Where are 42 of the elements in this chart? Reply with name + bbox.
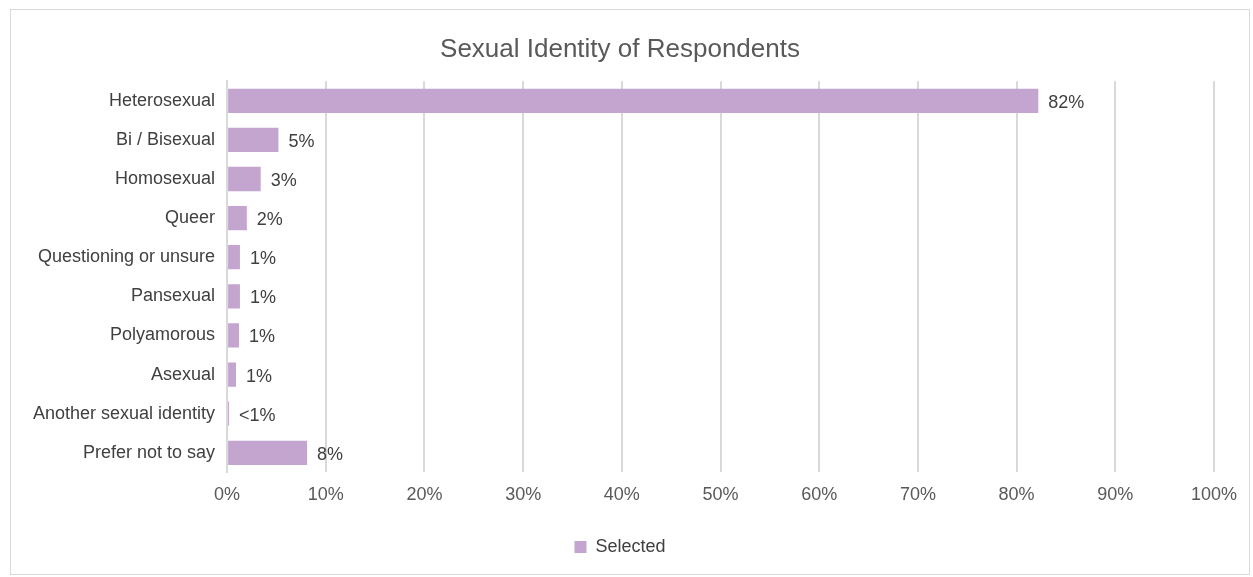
bar xyxy=(228,362,236,387)
data-label: 5% xyxy=(288,130,315,151)
x-tick-label: 0% xyxy=(214,484,241,505)
data-label: 1% xyxy=(245,365,273,386)
bar xyxy=(228,323,239,348)
x-tick-label: 100% xyxy=(1190,484,1237,505)
x-tick-label: 10% xyxy=(307,484,344,505)
y-tick-label: Asexual xyxy=(151,363,216,384)
data-label: 1% xyxy=(248,326,275,347)
y-tick-label: Heterosexual xyxy=(109,89,216,110)
data-label: 1% xyxy=(249,287,276,308)
y-tick-label: Another sexual identity xyxy=(33,402,216,423)
bar xyxy=(228,166,261,192)
data-label: 1% xyxy=(249,248,276,269)
data-label: 82% xyxy=(1048,91,1085,112)
bar xyxy=(228,284,240,309)
x-tick-label: 30% xyxy=(505,484,542,505)
bar xyxy=(228,245,240,270)
y-tick-label: Polyamorous xyxy=(110,324,216,345)
x-tick-label: 50% xyxy=(702,484,739,505)
x-tick-label: 90% xyxy=(1097,484,1134,505)
y-tick-label: Bi / Bisexual xyxy=(116,128,216,149)
y-tick-label: Prefer not to say xyxy=(83,441,216,462)
bar xyxy=(228,88,1039,113)
data-label: 2% xyxy=(256,209,283,230)
x-tick-label: 80% xyxy=(998,484,1035,505)
x-tick-label: 70% xyxy=(899,484,936,505)
legend-label: Selected xyxy=(595,535,666,556)
chart-title: Sexual Identity of Respondents xyxy=(440,32,800,63)
data-label: 8% xyxy=(317,443,344,464)
bar xyxy=(228,127,279,153)
x-tick-label: 40% xyxy=(603,484,640,505)
y-tick-label: Homosexual xyxy=(115,167,216,188)
x-tick-label: 60% xyxy=(801,484,838,505)
y-tick-label: Pansexual xyxy=(131,285,216,306)
y-tick-label: Questioning or unsure xyxy=(38,246,216,267)
data-label: <1% xyxy=(239,404,276,425)
x-tick-label: 20% xyxy=(406,484,443,505)
data-label: 3% xyxy=(270,169,297,190)
bar xyxy=(228,440,308,465)
bar xyxy=(228,205,247,231)
y-tick-label: Queer xyxy=(165,207,216,228)
